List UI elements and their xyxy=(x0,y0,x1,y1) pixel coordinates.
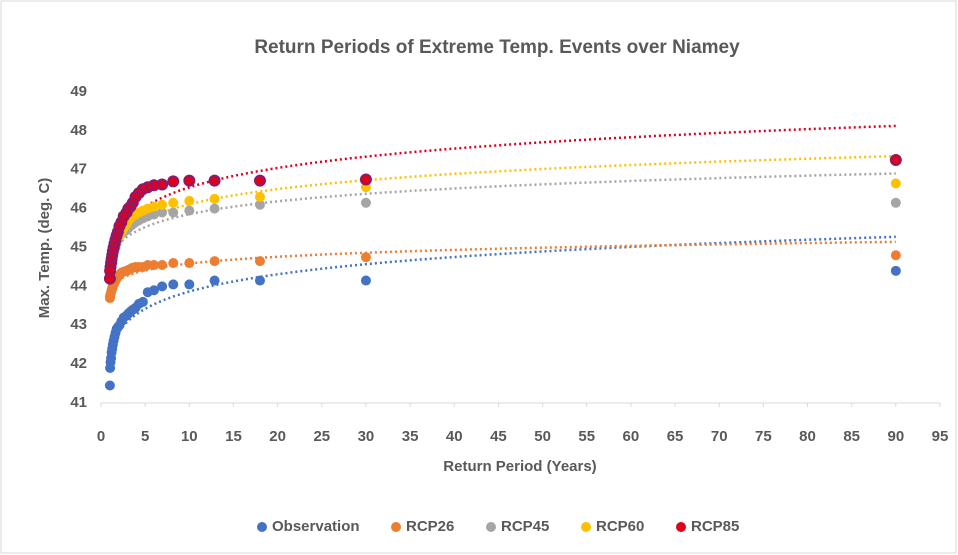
y-tick-label: 46 xyxy=(70,200,87,217)
x-tick-label: 20 xyxy=(269,428,286,445)
legend-marker xyxy=(257,522,267,532)
point xyxy=(168,197,179,208)
point xyxy=(890,178,901,189)
point xyxy=(889,154,902,167)
point xyxy=(360,252,371,263)
legend-marker xyxy=(391,522,401,532)
point xyxy=(208,174,221,187)
point xyxy=(157,281,168,292)
x-tick-label: 5 xyxy=(141,428,149,445)
x-tick-label: 70 xyxy=(711,428,728,445)
x-tick-label: 60 xyxy=(623,428,640,445)
legend-label: Observation xyxy=(272,518,360,535)
point xyxy=(209,256,220,267)
x-tick-label: 95 xyxy=(932,428,949,445)
y-tick-label: 48 xyxy=(70,122,87,139)
chart-title: Return Periods of Extreme Temp. Events o… xyxy=(254,37,740,58)
point xyxy=(168,207,179,218)
y-tick-label: 45 xyxy=(70,238,87,255)
x-tick-label: 85 xyxy=(843,428,860,445)
x-tick-label: 35 xyxy=(402,428,419,445)
point xyxy=(105,363,116,374)
x-tick-label: 45 xyxy=(490,428,507,445)
point xyxy=(890,197,901,208)
point xyxy=(360,197,371,208)
legend-marker xyxy=(581,522,591,532)
y-tick-label: 42 xyxy=(70,355,87,372)
point xyxy=(254,191,265,202)
y-tick-label: 41 xyxy=(70,394,87,411)
x-tick-label: 75 xyxy=(755,428,772,445)
y-tick-label: 47 xyxy=(70,161,87,178)
legend-marker xyxy=(486,522,496,532)
y-tick-label: 44 xyxy=(70,277,87,294)
point xyxy=(142,287,153,298)
x-tick-label: 55 xyxy=(578,428,595,445)
legend-marker xyxy=(676,522,686,532)
point xyxy=(359,173,372,186)
point xyxy=(209,275,220,286)
y-tick-label: 43 xyxy=(70,316,87,333)
point xyxy=(254,256,265,267)
x-tick-label: 30 xyxy=(358,428,375,445)
x-tick-label: 80 xyxy=(799,428,816,445)
x-tick-label: 90 xyxy=(887,428,904,445)
x-tick-label: 15 xyxy=(225,428,242,445)
point xyxy=(254,199,265,210)
legend-label: RCP85 xyxy=(691,518,739,535)
point xyxy=(890,265,901,276)
x-tick-label: 50 xyxy=(534,428,551,445)
point xyxy=(890,250,901,261)
x-tick-label: 10 xyxy=(181,428,198,445)
legend-label: RCP60 xyxy=(596,518,644,535)
x-tick-label: 0 xyxy=(97,428,105,445)
point xyxy=(184,258,195,269)
point xyxy=(103,272,116,285)
point xyxy=(254,275,265,286)
point xyxy=(360,275,371,286)
point xyxy=(157,259,168,270)
x-tick-label: 65 xyxy=(667,428,684,445)
point xyxy=(167,175,180,188)
legend-label: RCP26 xyxy=(406,518,454,535)
point xyxy=(184,205,195,216)
point xyxy=(183,174,196,187)
point xyxy=(104,293,115,304)
point xyxy=(157,199,168,210)
x-tick-label: 40 xyxy=(446,428,463,445)
point xyxy=(209,193,220,204)
point xyxy=(168,258,179,269)
point xyxy=(253,174,266,187)
y-axis-title: Max. Temp. (deg. C) xyxy=(36,178,53,319)
point xyxy=(157,207,168,218)
point xyxy=(184,195,195,206)
y-tick-label: 49 xyxy=(70,83,87,100)
point xyxy=(104,380,115,391)
point xyxy=(168,279,179,290)
legend-label: RCP45 xyxy=(501,518,549,535)
point xyxy=(184,279,195,290)
x-axis-title: Return Period (Years) xyxy=(443,458,596,475)
point xyxy=(209,203,220,214)
x-tick-label: 25 xyxy=(313,428,330,445)
